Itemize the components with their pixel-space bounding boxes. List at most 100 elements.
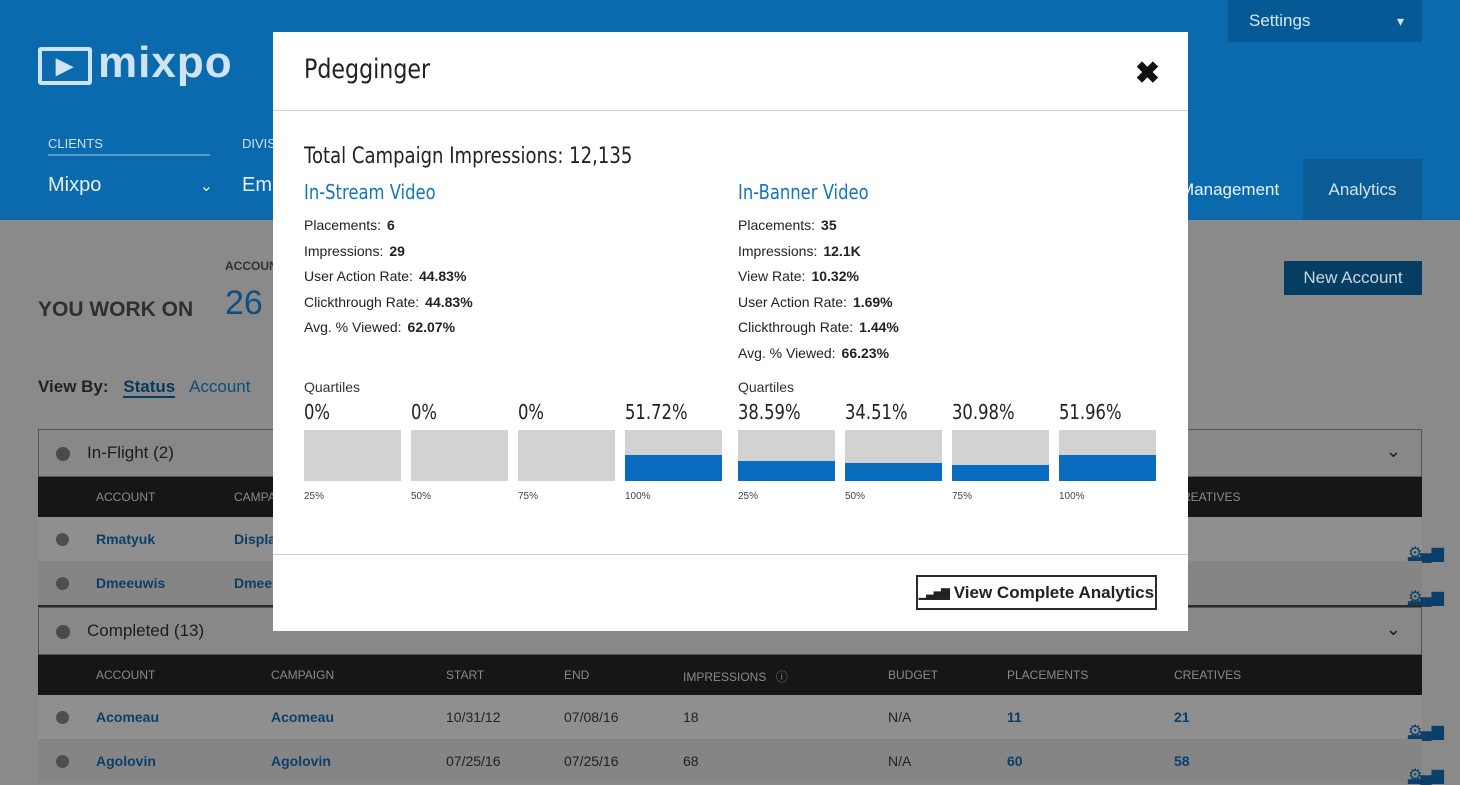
stat-label: Clickthrough Rate: <box>738 319 854 336</box>
chevron-down-icon[interactable]: ⌄ <box>1385 441 1401 461</box>
col-start: START <box>446 668 485 682</box>
bar-chart-icon: ▁▃▅▇ <box>918 588 950 600</box>
you-work-on-label: YOU WORK ON <box>38 298 194 321</box>
mixpo-logo[interactable]: ▶ mixpo <box>38 38 233 88</box>
instream-stats: Placements: 6 Impressions: 29 User Action Ra… <box>304 213 724 341</box>
quartile-percent: 51.72% <box>625 400 688 424</box>
start-date: 10/31/12 <box>446 709 501 725</box>
col-budget: BUDGET <box>888 668 939 682</box>
quartile-tick: 75% <box>518 491 539 502</box>
col-account: ACCOUNT <box>96 668 156 682</box>
gear-icon[interactable]: ⚙ <box>1408 767 1423 784</box>
stat-value: 6 <box>387 217 395 233</box>
quartile-bar <box>952 430 1049 481</box>
inbanner-quartile: 30.98% 75% <box>952 400 1049 502</box>
tab-management[interactable]: Management <box>1180 180 1280 199</box>
quartile-percent: 30.98% <box>952 400 1015 424</box>
bar-chart-icon[interactable]: ▂▄▆ <box>1408 767 1444 784</box>
creatives-link[interactable]: 21 <box>1174 709 1190 725</box>
impressions-value: 18 <box>683 709 699 725</box>
logo-text: mixpo <box>98 38 233 87</box>
instream-quartile: 0% 75% <box>518 400 615 502</box>
chevron-down-icon[interactable]: ⌄ <box>1385 619 1401 639</box>
clients-label: CLIENTS <box>48 136 210 156</box>
campaign-analytics-modal: Pdegginger ✖ Total Campaign Impressions:… <box>273 32 1188 631</box>
row-status-dot <box>56 533 69 546</box>
quartile-bar <box>738 430 835 481</box>
group-status-dot <box>56 625 70 639</box>
play-bracket-icon: ▶ <box>38 47 92 85</box>
quartile-tick: 25% <box>738 491 759 502</box>
campaign-link[interactable]: Displa <box>234 531 277 547</box>
col-impressions: IMPRESSIONS ⓘ <box>683 668 788 685</box>
bar-chart-icon[interactable]: ▂▄▆ <box>1408 723 1444 740</box>
end-date: 07/08/16 <box>564 709 619 725</box>
campaign-link[interactable]: Acomeau <box>271 709 335 725</box>
stat-label: User Action Rate: <box>304 268 413 285</box>
bar-chart-icon[interactable]: ▂▄▆ <box>1408 589 1444 606</box>
account-link[interactable]: Acomeau <box>96 709 160 725</box>
quartile-tick: 75% <box>952 491 973 502</box>
stat-label: User Action Rate: <box>738 293 847 310</box>
start-date: 07/25/16 <box>446 753 501 769</box>
gear-icon[interactable]: ⚙ <box>1408 723 1423 740</box>
stat-row: Placements: 6 <box>304 213 724 239</box>
group-status-dot <box>56 447 70 461</box>
info-icon[interactable]: ⓘ <box>775 670 788 684</box>
inbanner-heading[interactable]: In-Banner Video <box>738 180 869 204</box>
campaign-link[interactable]: Agolovin <box>271 753 331 769</box>
quartile-percent: 0% <box>304 400 331 424</box>
new-account-button[interactable]: New Account <box>1284 261 1422 295</box>
placements-link[interactable]: 60 <box>1007 753 1023 769</box>
tab-analytics[interactable]: Analytics <box>1303 159 1422 220</box>
quartile-bar <box>625 430 722 481</box>
account-link[interactable]: Agolovin <box>96 753 156 769</box>
col-creatives: REATIVES <box>1182 490 1241 504</box>
division-label: DIVIS <box>242 136 276 151</box>
instream-quartile: 0% 25% <box>304 400 401 502</box>
instream-column: In-Stream Video Placements: 6 Impressions:… <box>304 180 724 341</box>
col-impressions-label: IMPRESSIONS <box>683 670 767 684</box>
close-icon[interactable]: ✖ <box>1134 57 1160 90</box>
account-link[interactable]: Dmeeuwis <box>96 575 166 591</box>
account-link[interactable]: Rmatyuk <box>96 531 156 547</box>
stat-row: Placements: 35 <box>738 213 1158 239</box>
col-campaign: CAMPAIGN <box>271 668 335 682</box>
client-select[interactable]: Mixpo ⌄ <box>48 174 213 197</box>
gear-icon[interactable]: ⚙ <box>1408 589 1423 606</box>
end-date: 07/25/16 <box>564 753 619 769</box>
settings-label: Settings <box>1249 11 1311 30</box>
campaign-link[interactable]: Dmee <box>234 575 273 591</box>
inbanner-stats: Placements: 35 Impressions: 12.1K View Rate:… <box>738 213 1158 367</box>
gear-icon[interactable]: ⚙ <box>1408 545 1423 562</box>
stat-value: 35 <box>821 217 837 233</box>
stat-label: Avg. % Viewed: <box>304 319 402 336</box>
modal-header-divider <box>273 110 1188 111</box>
stat-row: User Action Rate: 1.69% <box>738 290 1158 316</box>
instream-heading[interactable]: In-Stream Video <box>304 180 436 204</box>
bar-chart-icon[interactable]: ▂▄▆ <box>1408 545 1444 562</box>
col-campaign: CAMPA <box>234 490 276 504</box>
col-placements: PLACEMENTS <box>1007 668 1089 682</box>
view-by-status[interactable]: Status <box>123 377 176 398</box>
creatives-link[interactable]: 58 <box>1174 753 1190 769</box>
view-by-account[interactable]: Account <box>189 377 251 396</box>
budget-value: N/A <box>888 709 912 725</box>
quartile-tick: 25% <box>304 491 325 502</box>
quartile-bar-fill <box>1059 454 1156 481</box>
client-value: Mixpo <box>48 174 102 196</box>
stat-row: Avg. % Viewed: 66.23% <box>738 341 1158 367</box>
instream-quartiles-label: Quartiles <box>304 379 361 395</box>
quartile-bar <box>1059 430 1156 481</box>
settings-dropdown[interactable]: Settings ▾ <box>1228 0 1422 42</box>
quartile-bar <box>411 430 508 481</box>
placements-link[interactable]: 11 <box>1007 709 1022 725</box>
stat-row: Avg. % Viewed: 62.07% <box>304 315 724 341</box>
stat-value: 10.32% <box>811 268 859 285</box>
impressions-value: 68 <box>683 753 699 769</box>
view-complete-analytics-button[interactable]: ▁▃▅▇ View Complete Analytics <box>916 575 1157 610</box>
quartile-tick: 50% <box>845 491 866 502</box>
inbanner-quartile: 34.51% 50% <box>845 400 942 502</box>
stat-row: User Action Rate: 44.83% <box>304 264 724 290</box>
quartile-percent: 51.96% <box>1059 400 1122 424</box>
